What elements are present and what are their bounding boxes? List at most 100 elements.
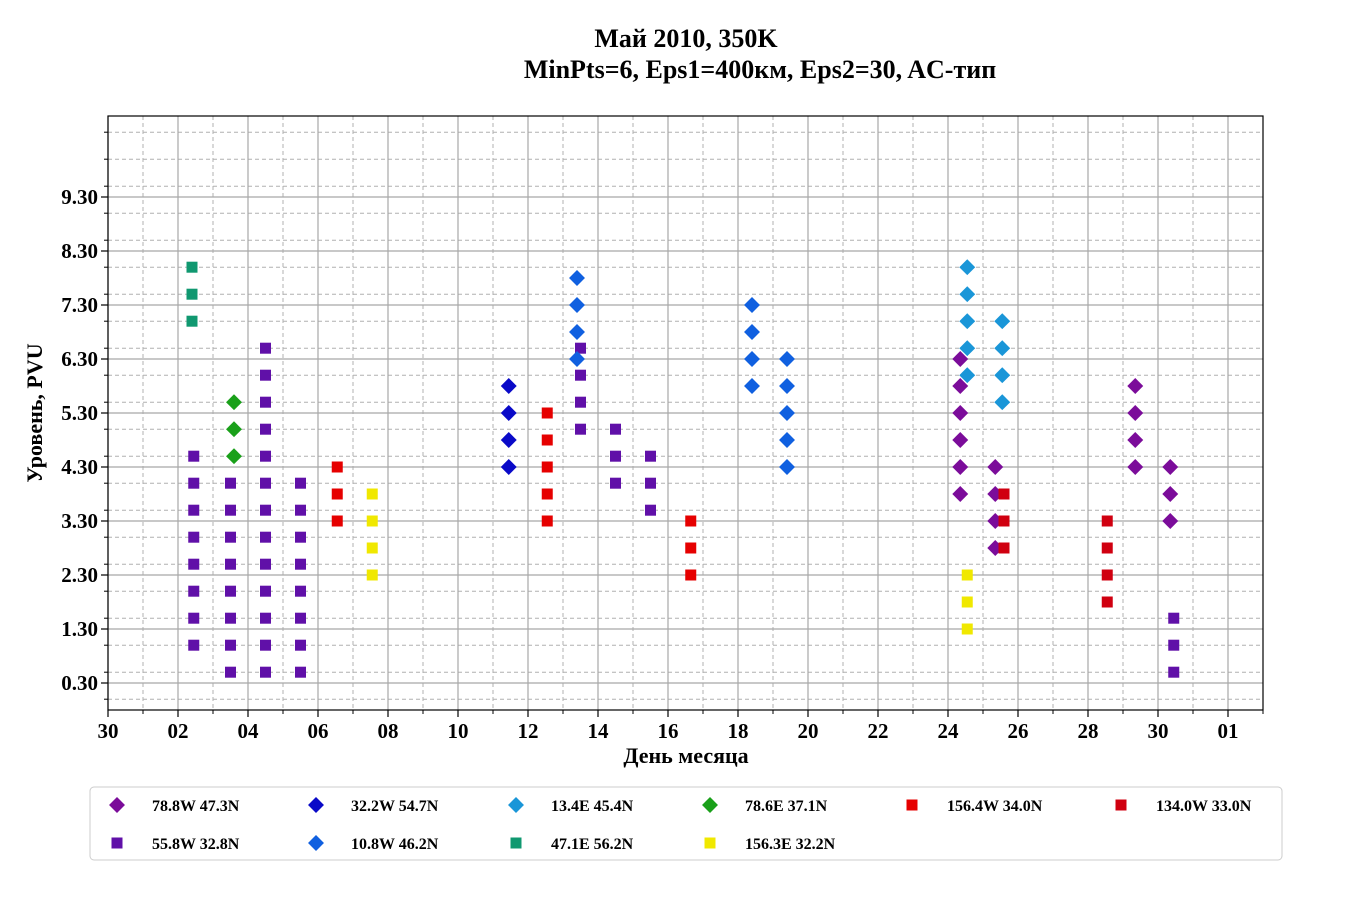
series-group: [331, 407, 697, 581]
data-point: [1101, 515, 1113, 527]
chart-title-line1: Май 2010, 350K: [594, 24, 778, 53]
data-point: [1168, 612, 1180, 624]
legend-label: 10.8W 46.2N: [351, 836, 439, 853]
data-point: [779, 405, 795, 421]
data-point: [685, 515, 697, 527]
data-point: [188, 477, 200, 489]
legend-label: 78.6E 37.1N: [745, 798, 828, 815]
data-point: [952, 432, 969, 448]
data-point: [569, 297, 585, 313]
data-point: [225, 612, 236, 624]
data-point: [994, 367, 1011, 384]
series-group: [226, 394, 242, 465]
data-point: [225, 477, 236, 489]
data-point: [959, 340, 976, 357]
data-point: [744, 378, 760, 394]
data-point: [744, 297, 760, 313]
x-tick-label: 14: [588, 719, 610, 743]
y-tick-label: 5.30: [61, 401, 98, 425]
data-point: [541, 488, 553, 500]
data-point: [541, 461, 553, 473]
data-point: [541, 515, 553, 527]
data-point: [225, 585, 236, 597]
series-group: [366, 488, 973, 635]
data-point: [260, 612, 271, 624]
data-point: [295, 585, 306, 597]
data-point: [645, 504, 656, 516]
y-tick-label: 8.30: [61, 239, 98, 263]
x-tick-label: 10: [448, 719, 469, 743]
legend-marker: [508, 797, 524, 813]
data-point: [295, 504, 306, 516]
data-point: [961, 623, 973, 635]
y-tick-label: 0.30: [61, 671, 98, 695]
data-point: [260, 666, 271, 678]
data-points: [186, 259, 1180, 678]
data-point: [260, 396, 271, 408]
y-tick-label: 4.30: [61, 455, 98, 479]
data-point: [994, 313, 1011, 330]
data-point: [952, 351, 969, 367]
y-tick-label: 7.30: [61, 293, 98, 317]
data-point: [1162, 459, 1179, 475]
data-point: [1127, 459, 1144, 475]
series-group: [500, 378, 517, 475]
data-point: [994, 340, 1011, 357]
data-point: [260, 423, 271, 435]
legend-marker: [1115, 799, 1127, 811]
legend-marker: [704, 837, 716, 849]
data-point: [225, 666, 236, 678]
data-point: [952, 459, 969, 475]
data-point: [541, 434, 553, 446]
x-tick-label: 30: [98, 719, 119, 743]
data-point: [575, 396, 586, 408]
legend-label: 134.0W 33.0N: [1156, 798, 1252, 815]
data-point: [1101, 596, 1113, 608]
data-point: [961, 569, 973, 581]
data-point: [1127, 405, 1144, 421]
data-point: [685, 542, 697, 554]
data-point: [188, 531, 200, 543]
data-point: [500, 378, 517, 394]
data-point: [295, 531, 306, 543]
x-tick-label: 02: [168, 719, 189, 743]
series-group: [186, 261, 198, 327]
data-point: [366, 542, 378, 554]
data-point: [987, 459, 1004, 475]
legend-marker: [308, 835, 324, 851]
data-point: [186, 261, 198, 273]
x-tick-label: 20: [798, 719, 819, 743]
data-point: [998, 515, 1010, 527]
data-point: [295, 612, 306, 624]
data-point: [260, 477, 271, 489]
y-tick-label: 2.30: [61, 563, 98, 587]
series-group: [188, 342, 1180, 678]
data-point: [500, 459, 517, 475]
legend-label: 156.4W 34.0N: [947, 798, 1043, 815]
data-point: [779, 459, 795, 475]
data-point: [295, 558, 306, 570]
data-point: [575, 342, 586, 354]
legend-marker: [308, 797, 324, 813]
data-point: [959, 259, 976, 276]
legend-marker: [109, 797, 125, 813]
data-point: [225, 639, 236, 651]
x-tick-label: 04: [238, 719, 260, 743]
y-tick-label: 9.30: [61, 185, 98, 209]
data-point: [952, 378, 969, 394]
legend: 78.8W 47.3N 32.2W 54.7N 13.4E 45.4N 78.6E 3…: [109, 797, 1252, 853]
data-point: [610, 450, 621, 462]
data-point: [575, 423, 586, 435]
data-point: [295, 477, 306, 489]
legend-label: 13.4E 45.4N: [551, 798, 634, 815]
data-point: [260, 369, 271, 381]
data-point: [295, 666, 306, 678]
x-tick-label: 06: [308, 719, 329, 743]
data-point: [744, 351, 760, 367]
data-point: [998, 542, 1010, 554]
legend-label: 156.3E 32.2N: [745, 836, 836, 853]
data-point: [188, 639, 200, 651]
data-point: [1168, 666, 1180, 678]
y-tick-label: 6.30: [61, 347, 98, 371]
